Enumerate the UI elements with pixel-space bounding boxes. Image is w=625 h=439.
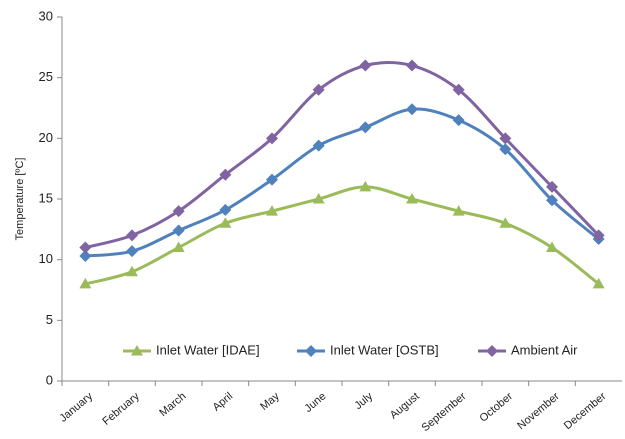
legend-marker (305, 345, 317, 357)
data-point (312, 139, 325, 152)
x-tick-label: July (352, 390, 375, 412)
legend-label: Inlet Water [OSTB] (330, 342, 439, 357)
y-tick-label: 10 (39, 251, 53, 266)
data-point (592, 277, 605, 289)
x-tick-label: September (420, 390, 469, 434)
data-point (499, 132, 512, 145)
series-line (84, 61, 600, 249)
x-tick-label: June (302, 390, 328, 415)
data-point (79, 277, 92, 289)
data-point (266, 132, 278, 145)
data-point (79, 250, 92, 263)
data-point (359, 180, 372, 192)
legend-label: Inlet Water [IDAE] (156, 342, 260, 357)
series-line (84, 185, 600, 286)
data-point (219, 168, 232, 181)
data-point (452, 114, 465, 127)
legend-marker (131, 345, 143, 356)
data-point (546, 241, 558, 253)
data-point (592, 229, 605, 242)
data-point (312, 83, 325, 96)
data-point (219, 217, 232, 228)
x-tick-label: October (477, 390, 515, 425)
data-point (126, 265, 138, 277)
data-point (126, 229, 138, 242)
data-point (266, 173, 278, 186)
data-point (546, 180, 558, 193)
data-point (546, 194, 558, 207)
data-point (79, 241, 92, 254)
x-tick-label: May (258, 390, 282, 413)
y-tick-label: 20 (39, 130, 53, 145)
y-tick-label: 25 (39, 69, 53, 84)
y-tick-label: 15 (39, 190, 53, 205)
y-tick-label: 0 (46, 372, 53, 387)
data-point (172, 241, 185, 253)
legend-label: Ambient Air (511, 342, 578, 357)
data-point (452, 83, 465, 96)
data-point (219, 203, 232, 216)
y-axis-label: Temperature [ºC] (14, 158, 26, 241)
data-point (406, 193, 418, 204)
series-line (85, 107, 600, 258)
data-point (406, 103, 418, 116)
legend: Inlet Water [IDAE] Inlet Water [OSTB] Ambi… (123, 342, 578, 357)
legend-marker (486, 345, 498, 357)
data-point (499, 217, 512, 228)
y-tick-label: 30 (39, 8, 53, 23)
data-point (266, 205, 278, 216)
x-tick-label: March (157, 390, 188, 419)
x-tick-label: February (100, 390, 142, 428)
x-tick-label: August (388, 390, 422, 421)
x-tick-label: January (57, 390, 95, 425)
data-point (406, 59, 418, 72)
x-tick-label: December (562, 390, 609, 432)
x-tick-label: April (211, 390, 236, 413)
data-point (172, 205, 185, 218)
data-point (359, 59, 372, 72)
data-point (499, 143, 512, 156)
data-point (172, 224, 185, 237)
data-point (312, 193, 325, 204)
data-point (126, 245, 138, 258)
y-tick-label: 5 (46, 312, 53, 327)
x-tick-label: November (515, 390, 562, 432)
data-point (452, 205, 465, 216)
data-point (359, 121, 372, 134)
